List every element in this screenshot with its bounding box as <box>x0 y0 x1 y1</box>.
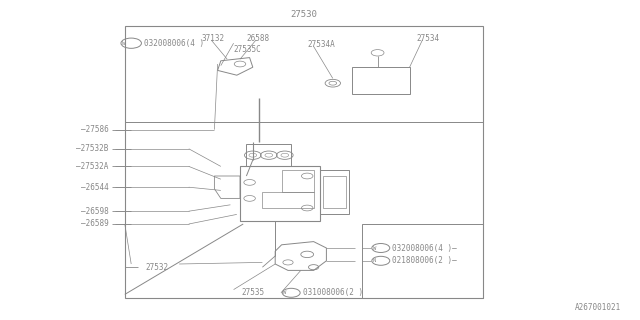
Text: 021808006(2 )—: 021808006(2 )— <box>392 256 457 265</box>
Text: —27532B: —27532B <box>76 144 109 153</box>
Text: W: W <box>372 245 376 251</box>
Bar <box>240 166 320 221</box>
Text: A267001021: A267001021 <box>575 303 621 312</box>
Text: N: N <box>372 258 376 263</box>
Bar <box>282 170 314 192</box>
Text: —26598: —26598 <box>81 207 109 216</box>
Text: 26588: 26588 <box>246 34 269 43</box>
Bar <box>246 144 291 166</box>
Bar <box>320 170 349 214</box>
Text: 031008006(2 ): 031008006(2 ) <box>303 288 363 297</box>
Bar <box>362 224 483 298</box>
Text: —26589: —26589 <box>81 220 109 228</box>
Text: 27535C: 27535C <box>234 45 261 54</box>
Bar <box>125 26 483 298</box>
Bar <box>352 67 410 94</box>
Bar <box>262 192 314 208</box>
Bar <box>323 176 346 208</box>
Text: —26544: —26544 <box>81 183 109 192</box>
Text: 37132: 37132 <box>202 34 225 43</box>
Text: 27534A: 27534A <box>307 40 335 49</box>
Text: 032008006(4 ): 032008006(4 ) <box>144 39 204 48</box>
Text: W: W <box>283 290 287 295</box>
Text: 27534: 27534 <box>416 34 439 43</box>
Text: —27532A: —27532A <box>76 162 109 171</box>
Text: 032008006(4 )—: 032008006(4 )— <box>392 244 457 252</box>
Text: 27532: 27532 <box>145 263 168 272</box>
Text: 27530: 27530 <box>291 10 317 19</box>
Text: —27586: —27586 <box>81 125 109 134</box>
Text: W: W <box>122 41 125 46</box>
Text: 27535: 27535 <box>241 288 264 297</box>
